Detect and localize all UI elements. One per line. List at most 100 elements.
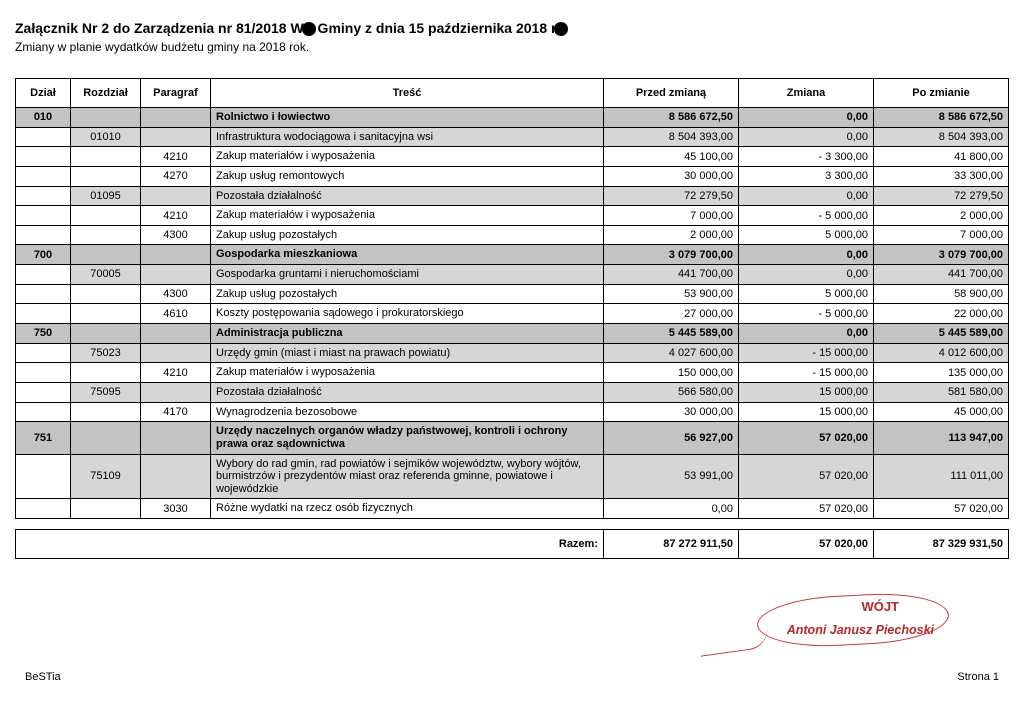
- totals-po: 87 329 931,50: [874, 530, 1009, 559]
- table-row: 75109 Wybory do rad gmin, rad powiatów i …: [16, 454, 1009, 499]
- cell-dzial: 700: [16, 245, 71, 265]
- signature-role: WÓJT: [861, 599, 899, 614]
- cell-po: 45 000,00: [874, 402, 1009, 422]
- totals-row: Razem: 87 272 911,50 57 020,00 87 329 93…: [16, 530, 1009, 559]
- table-row: 700Gospodarka mieszkaniowa3 079 700,000,…: [16, 245, 1009, 265]
- cell-zmiana: 0,00: [739, 324, 874, 344]
- cell-tresc: Urzędy naczelnych organów władzy państwo…: [211, 422, 604, 454]
- cell-tresc: Gospodarka gruntami i nieruchomościami: [211, 265, 604, 285]
- cell-rozdzial: [71, 499, 141, 519]
- cell-tresc: Zakup usług pozostałych: [211, 284, 604, 304]
- cell-tresc: Pozostała działalność: [211, 186, 604, 206]
- footer-left: BeSTia: [25, 671, 61, 683]
- cell-paragraf: [141, 343, 211, 363]
- cell-rozdzial: [71, 166, 141, 186]
- cell-po: 57 020,00: [874, 499, 1009, 519]
- cell-paragraf: 4210: [141, 147, 211, 167]
- cell-po: 41 800,00: [874, 147, 1009, 167]
- cell-dzial: [16, 147, 71, 167]
- cell-dzial: [16, 363, 71, 383]
- cell-rozdzial: [71, 147, 141, 167]
- table-row: 01010Infrastruktura wodociągowa i sanita…: [16, 127, 1009, 147]
- cell-przed: 45 100,00: [604, 147, 739, 167]
- cell-dzial: [16, 265, 71, 285]
- signature-name: Antoni Janusz Piechoski: [787, 623, 934, 637]
- page-title: Załącznik Nr 2 do Zarządzenia nr 81/2018…: [15, 20, 1009, 36]
- cell-zmiana: 0,00: [739, 127, 874, 147]
- cell-po: 113 947,00: [874, 422, 1009, 454]
- cell-tresc: Zakup materiałów i wyposażenia: [211, 363, 604, 383]
- cell-paragraf: 4170: [141, 402, 211, 422]
- table-row: 4170Wynagrodzenia bezosobowe30 000,0015 …: [16, 402, 1009, 422]
- cell-tresc: Pozostała działalność: [211, 382, 604, 402]
- table-row: 75095Pozostała działalność566 580,0015 0…: [16, 382, 1009, 402]
- cell-przed: 7 000,00: [604, 206, 739, 226]
- table-row: 4300Zakup usług pozostałych53 900,005 00…: [16, 284, 1009, 304]
- cell-rozdzial: [71, 108, 141, 128]
- cell-dzial: [16, 206, 71, 226]
- cell-zmiana: 5 000,00: [739, 284, 874, 304]
- totals-przed: 87 272 911,50: [604, 530, 739, 559]
- cell-dzial: [16, 382, 71, 402]
- cell-paragraf: [141, 127, 211, 147]
- cell-po: 58 900,00: [874, 284, 1009, 304]
- cell-dzial: [16, 304, 71, 324]
- cell-paragraf: 4210: [141, 363, 211, 383]
- cell-zmiana: 57 020,00: [739, 422, 874, 454]
- cell-paragraf: [141, 454, 211, 499]
- cell-rozdzial: 01095: [71, 186, 141, 206]
- col-paragraf: Paragraf: [141, 79, 211, 108]
- cell-zmiana: - 15 000,00: [739, 343, 874, 363]
- cell-paragraf: 4610: [141, 304, 211, 324]
- cell-zmiana: 15 000,00: [739, 402, 874, 422]
- table-row: 4300Zakup usług pozostałych2 000,005 000…: [16, 225, 1009, 245]
- table-row: 4210Zakup materiałów i wyposażenia45 100…: [16, 147, 1009, 167]
- cell-dzial: [16, 454, 71, 499]
- cell-tresc: Wybory do rad gmin, rad powiatów i sejmi…: [211, 454, 604, 499]
- cell-po: 22 000,00: [874, 304, 1009, 324]
- cell-zmiana: 0,00: [739, 186, 874, 206]
- footer-right: Strona 1: [957, 671, 999, 683]
- cell-rozdzial: 70005: [71, 265, 141, 285]
- cell-po: 2 000,00: [874, 206, 1009, 226]
- cell-przed: 27 000,00: [604, 304, 739, 324]
- cell-po: 3 079 700,00: [874, 245, 1009, 265]
- cell-zmiana: - 5 000,00: [739, 206, 874, 226]
- cell-paragraf: [141, 265, 211, 285]
- cell-paragraf: [141, 382, 211, 402]
- col-tresc: Treść: [211, 79, 604, 108]
- title-mid: Gminy z dnia 15 października 2018 r: [314, 20, 557, 36]
- totals-zmiana: 57 020,00: [739, 530, 874, 559]
- cell-przed: 8 504 393,00: [604, 127, 739, 147]
- signature-area: WÓJT Antoni Janusz Piechoski: [15, 595, 1009, 665]
- cell-paragraf: [141, 422, 211, 454]
- cell-po: 4 012 600,00: [874, 343, 1009, 363]
- cell-przed: 4 027 600,00: [604, 343, 739, 363]
- cell-dzial: [16, 225, 71, 245]
- cell-przed: 8 586 672,50: [604, 108, 739, 128]
- cell-po: 8 586 672,50: [874, 108, 1009, 128]
- cell-tresc: Zakup materiałów i wyposażenia: [211, 147, 604, 167]
- table-row: 70005 Gospodarka gruntami i nieruchomości…: [16, 265, 1009, 285]
- cell-zmiana: 5 000,00: [739, 225, 874, 245]
- cell-przed: 566 580,00: [604, 382, 739, 402]
- cell-przed: 2 000,00: [604, 225, 739, 245]
- table-row: 4270Zakup usług remontowych30 000,003 30…: [16, 166, 1009, 186]
- cell-rozdzial: [71, 284, 141, 304]
- page-subtitle: Zmiany w planie wydatków budżetu gminy n…: [15, 40, 1009, 54]
- cell-po: 581 580,00: [874, 382, 1009, 402]
- table-row: 010Rolnictwo i łowiectwo8 586 672,500,00…: [16, 108, 1009, 128]
- page-footer: BeSTia Strona 1: [15, 671, 1009, 683]
- cell-przed: 3 079 700,00: [604, 245, 739, 265]
- cell-rozdzial: 75109: [71, 454, 141, 499]
- cell-po: 135 000,00: [874, 363, 1009, 383]
- cell-przed: 5 445 589,00: [604, 324, 739, 344]
- cell-zmiana: 0,00: [739, 108, 874, 128]
- table-row: 01095Pozostała działalność72 279,500,007…: [16, 186, 1009, 206]
- cell-rozdzial: [71, 422, 141, 454]
- cell-przed: 0,00: [604, 499, 739, 519]
- col-dzial: Dział: [16, 79, 71, 108]
- cell-paragraf: 4300: [141, 284, 211, 304]
- cell-przed: 441 700,00: [604, 265, 739, 285]
- cell-tresc: Gospodarka mieszkaniowa: [211, 245, 604, 265]
